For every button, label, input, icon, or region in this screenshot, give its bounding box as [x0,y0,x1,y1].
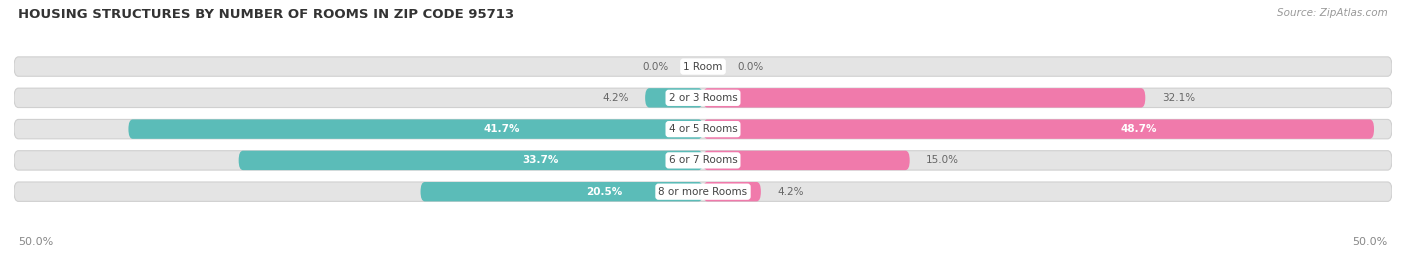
FancyBboxPatch shape [14,182,1392,201]
Text: 32.1%: 32.1% [1161,93,1195,103]
Text: 4.2%: 4.2% [778,187,804,197]
Text: HOUSING STRUCTURES BY NUMBER OF ROOMS IN ZIP CODE 95713: HOUSING STRUCTURES BY NUMBER OF ROOMS IN… [18,8,515,21]
FancyBboxPatch shape [128,119,703,139]
FancyBboxPatch shape [703,182,761,201]
Text: 41.7%: 41.7% [484,124,520,134]
FancyBboxPatch shape [14,119,1392,139]
Text: 0.0%: 0.0% [738,62,763,72]
Text: 33.7%: 33.7% [522,155,558,165]
FancyBboxPatch shape [645,88,703,108]
FancyBboxPatch shape [420,182,703,201]
Text: 50.0%: 50.0% [18,238,53,247]
Text: Source: ZipAtlas.com: Source: ZipAtlas.com [1277,8,1388,18]
Text: 20.5%: 20.5% [586,187,623,197]
FancyBboxPatch shape [703,151,910,170]
Text: 15.0%: 15.0% [927,155,959,165]
Text: 8 or more Rooms: 8 or more Rooms [658,187,748,197]
Text: 4.2%: 4.2% [602,93,628,103]
Text: 0.0%: 0.0% [643,62,669,72]
Text: 2 or 3 Rooms: 2 or 3 Rooms [669,93,737,103]
FancyBboxPatch shape [239,151,703,170]
FancyBboxPatch shape [703,88,1146,108]
FancyBboxPatch shape [14,151,1392,170]
Text: 50.0%: 50.0% [1353,238,1388,247]
Text: 4 or 5 Rooms: 4 or 5 Rooms [669,124,737,134]
FancyBboxPatch shape [14,57,1392,76]
FancyBboxPatch shape [14,88,1392,108]
Text: 1 Room: 1 Room [683,62,723,72]
Text: 48.7%: 48.7% [1121,124,1157,134]
Text: 6 or 7 Rooms: 6 or 7 Rooms [669,155,737,165]
FancyBboxPatch shape [703,119,1374,139]
